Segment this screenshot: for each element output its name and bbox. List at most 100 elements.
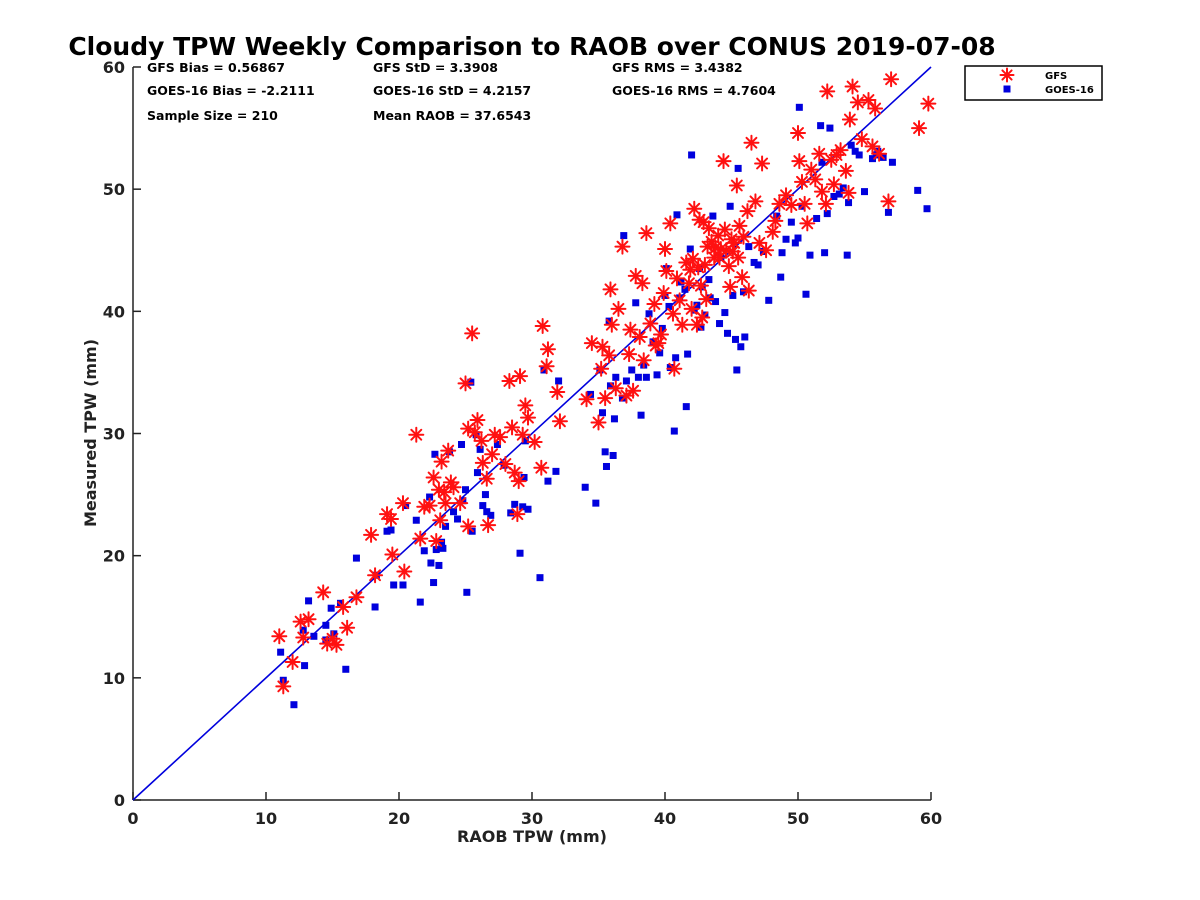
- gfs-point: [603, 316, 620, 333]
- gfs-point: [421, 497, 438, 514]
- gfs-point: [720, 258, 737, 275]
- gfs-point: [578, 391, 595, 408]
- gfs-point: [754, 155, 771, 172]
- gfs-point: [871, 145, 888, 162]
- goes16-point: [709, 212, 717, 220]
- goes16-point: [688, 151, 696, 159]
- goes16-point: [686, 245, 694, 253]
- goes16-point: [601, 448, 609, 456]
- y-tick-label: 40: [103, 302, 125, 321]
- gfs-point: [860, 91, 877, 108]
- goes16-point: [845, 199, 853, 207]
- goes16-point: [741, 333, 749, 341]
- gfs-point: [683, 300, 700, 317]
- goes16-point: [658, 324, 666, 332]
- goes16-point: [310, 632, 318, 640]
- gfs-point: [671, 292, 688, 309]
- goes16-point: [427, 559, 435, 567]
- goes16-point: [277, 648, 285, 656]
- gfs-point: [614, 238, 631, 255]
- gfs-point: [618, 387, 635, 404]
- gfs-point: [715, 153, 732, 170]
- gfs-point: [473, 432, 490, 449]
- gfs-point: [328, 636, 345, 653]
- gfs-point: [497, 456, 514, 473]
- gfs-point: [533, 459, 550, 476]
- gfs-point: [783, 197, 800, 214]
- goes16-point: [519, 503, 527, 511]
- gfs-point: [840, 184, 857, 201]
- gfs-point: [739, 203, 756, 220]
- chart-title: Cloudy TPW Weekly Comparison to RAOB ove…: [68, 32, 995, 61]
- gfs-point: [594, 338, 611, 355]
- goes16-point: [473, 469, 481, 477]
- gfs-std-label: GFS StD = 3.3908: [373, 60, 498, 75]
- gfs-point: [646, 296, 663, 313]
- gfs-series: [271, 71, 937, 695]
- gfs-point: [662, 215, 679, 232]
- goes16-point: [454, 515, 462, 523]
- gfs-point: [799, 215, 816, 232]
- gfs-point: [767, 212, 784, 229]
- goes16-point: [458, 440, 466, 448]
- goes16-point: [773, 212, 781, 220]
- gfs-point: [597, 390, 614, 407]
- goes16-point: [610, 415, 618, 423]
- goes16-point: [327, 604, 335, 612]
- goes16-point: [430, 579, 438, 587]
- gfs-point: [751, 234, 768, 251]
- goes16-point: [521, 437, 529, 445]
- goes16-point: [802, 290, 810, 298]
- gfs-point: [793, 173, 810, 190]
- goes16-point: [693, 301, 701, 309]
- gfs-point: [696, 256, 713, 273]
- goes16-point: [544, 477, 552, 485]
- goes16-point: [855, 151, 863, 159]
- gfs-point: [743, 134, 760, 151]
- gfs-point: [610, 300, 627, 317]
- gfs-point: [631, 328, 648, 345]
- gfs-point: [735, 228, 752, 245]
- goes16-point: [342, 665, 350, 673]
- x-tick-label: 50: [787, 809, 809, 828]
- gfs-point: [425, 469, 442, 486]
- gfs-point: [384, 546, 401, 563]
- goes16-point: [322, 621, 330, 629]
- gfs-point: [501, 372, 518, 389]
- goes16-point: [681, 285, 689, 293]
- gfs-point: [464, 325, 481, 342]
- goes16-point: [672, 354, 680, 362]
- goes16-point: [737, 343, 745, 351]
- gfs-point: [601, 347, 618, 364]
- goes16-point: [390, 581, 398, 589]
- gfs-point: [363, 526, 380, 543]
- goes16-point: [821, 249, 829, 257]
- gfs-point: [457, 375, 474, 392]
- goes16-point: [795, 103, 803, 111]
- goes16-point: [787, 218, 795, 226]
- goes16-point: [884, 208, 892, 216]
- goes16-point: [462, 486, 469, 494]
- goes-bias-label: GOES-16 Bias = -2.2111: [147, 83, 315, 98]
- statistics-block: GFS Bias = 0.56867 GFS StD = 3.3908 GFS …: [147, 60, 776, 123]
- goes16-point: [670, 427, 678, 435]
- goes16-point: [618, 394, 626, 402]
- goes16-point: [581, 483, 589, 491]
- gfs-point: [512, 368, 529, 385]
- gfs-point: [430, 481, 447, 498]
- goes16-point: [642, 373, 650, 381]
- goes16-point: [463, 588, 471, 596]
- gfs-point: [764, 223, 781, 240]
- goes16-point: [612, 373, 620, 381]
- goes16-point: [739, 288, 747, 296]
- goes16-point: [716, 320, 724, 328]
- gfs-point: [658, 263, 675, 280]
- goes16-point: [520, 473, 528, 481]
- legend-box: [964, 65, 1103, 101]
- gfs-point: [796, 195, 813, 212]
- goes16-point: [830, 192, 838, 200]
- gfs-point: [668, 270, 685, 287]
- gfs-point: [437, 495, 454, 512]
- goes16-point: [632, 299, 640, 307]
